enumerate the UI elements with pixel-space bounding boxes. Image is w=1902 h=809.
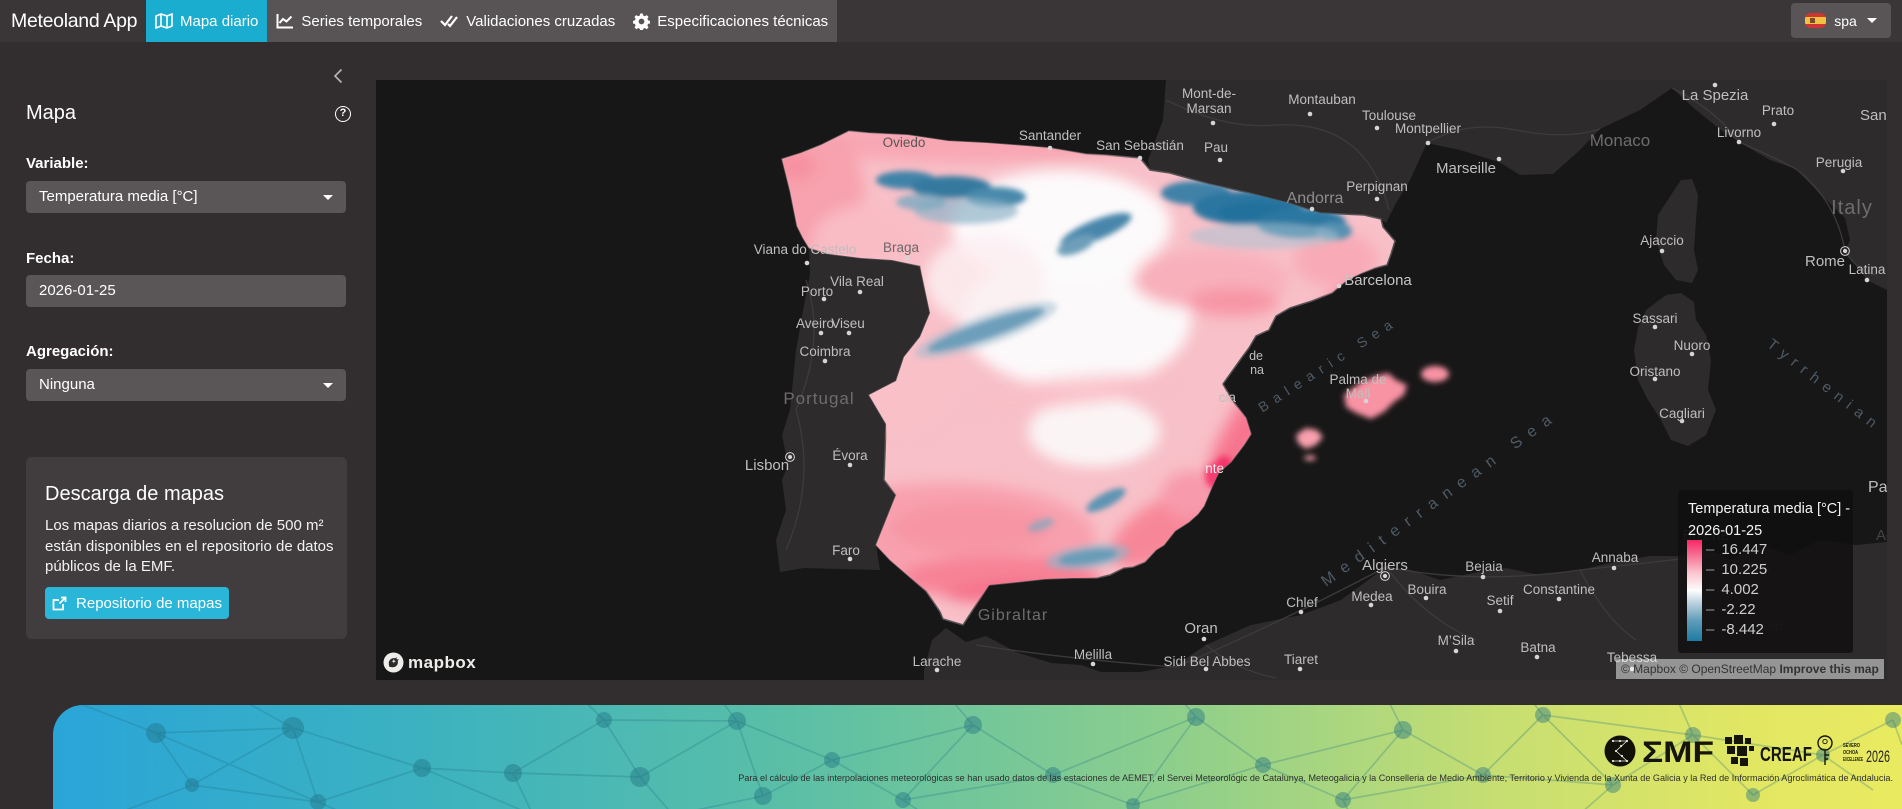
svg-text:Tiaret: Tiaret	[1284, 652, 1318, 667]
svg-text:San Sebastián: San Sebastián	[1096, 138, 1184, 153]
svg-text:Setif: Setif	[1486, 593, 1513, 608]
svg-text:Pale: Pale	[1868, 479, 1887, 496]
svg-text:Mont-de-: Mont-de-	[1182, 86, 1236, 101]
svg-text:Perugia: Perugia	[1816, 155, 1863, 170]
svg-text:OCHOA: OCHOA	[1843, 750, 1858, 756]
svg-text:Portugal: Portugal	[783, 389, 854, 408]
svg-text:Oviedo: Oviedo	[883, 135, 926, 150]
svg-text:cia: cia	[1219, 390, 1237, 405]
svg-text:SEVERO: SEVERO	[1843, 743, 1861, 749]
svg-text:Marsan: Marsan	[1186, 101, 1231, 116]
svg-text:Livorno: Livorno	[1717, 125, 1761, 140]
svg-text:Toulouse: Toulouse	[1362, 108, 1416, 123]
svg-text:Prato: Prato	[1762, 103, 1794, 118]
svg-text:Medea: Medea	[1351, 589, 1393, 604]
svg-text:San M: San M	[1860, 107, 1887, 124]
svg-text:Marseille: Marseille	[1436, 160, 1496, 177]
svg-text:Palma de: Palma de	[1329, 372, 1386, 387]
svg-text:Rome: Rome	[1805, 253, 1845, 270]
svg-text:Sidi Bel Abbes: Sidi Bel Abbes	[1163, 654, 1250, 669]
svg-text:Lisbon: Lisbon	[745, 457, 789, 474]
svg-text:Annaba: Annaba	[1592, 550, 1639, 565]
svg-text:EXCELLENCE: EXCELLENCE	[1843, 757, 1863, 763]
svg-text:ΣMF: ΣMF	[1642, 736, 1714, 769]
svg-text:Porto: Porto	[801, 284, 833, 299]
svg-text:nte: nte	[1205, 461, 1224, 476]
svg-text:Italy: Italy	[1831, 197, 1873, 219]
svg-text:Latina: Latina	[1849, 262, 1886, 277]
svg-text:Constantine: Constantine	[1523, 582, 1595, 597]
svg-text:Coimbra: Coimbra	[799, 344, 851, 359]
svg-text:Évora: Évora	[832, 448, 868, 463]
svg-text:Montauban: Montauban	[1288, 92, 1356, 107]
svg-text:CREAF: CREAF	[1760, 744, 1812, 766]
svg-text:na: na	[1250, 363, 1264, 377]
svg-text:Aveiro: Aveiro	[796, 316, 834, 331]
svg-text:Algiers: Algiers	[1362, 557, 1408, 574]
svg-text:Viana do Castelo: Viana do Castelo	[754, 242, 857, 257]
svg-text:Vila Real: Vila Real	[830, 274, 884, 289]
svg-text:La Spezia: La Spezia	[1682, 87, 1749, 104]
svg-text:Bejaia: Bejaia	[1465, 559, 1503, 574]
svg-text:de: de	[1249, 349, 1263, 363]
svg-text:Nuoro: Nuoro	[1674, 338, 1711, 353]
svg-text:Ajaccio: Ajaccio	[1640, 233, 1684, 248]
svg-text:Ag: Ag	[1876, 527, 1887, 544]
svg-text:Barcelona: Barcelona	[1344, 272, 1412, 289]
svg-text:Braga: Braga	[883, 240, 920, 255]
svg-text:Sassari: Sassari	[1632, 311, 1677, 326]
svg-text:Mall: Mall	[1346, 386, 1371, 401]
svg-text:Santander: Santander	[1019, 128, 1082, 143]
svg-text:Bouira: Bouira	[1407, 582, 1447, 597]
svg-text:Pau: Pau	[1204, 140, 1228, 155]
svg-text:Gibraltar: Gibraltar	[978, 607, 1048, 624]
svg-text:Chlef: Chlef	[1286, 595, 1318, 610]
svg-text:Viseu: Viseu	[831, 316, 865, 331]
svg-text:Monaco: Monaco	[1590, 131, 1650, 150]
svg-text:Andorra: Andorra	[1287, 190, 1344, 207]
svg-text:Batna: Batna	[1520, 640, 1556, 655]
svg-text:Larache: Larache	[913, 654, 962, 669]
svg-text:2026: 2026	[1866, 747, 1890, 766]
svg-text:Perpignan: Perpignan	[1346, 179, 1408, 194]
svg-text:Montpellier: Montpellier	[1395, 121, 1462, 136]
svg-text:Faro: Faro	[832, 543, 860, 558]
svg-text:Oran: Oran	[1184, 620, 1217, 637]
svg-text:M’Sila: M’Sila	[1438, 633, 1475, 648]
svg-text:Melilla: Melilla	[1074, 647, 1113, 662]
svg-text:Oristano: Oristano	[1629, 364, 1680, 379]
svg-text:Cagliari: Cagliari	[1659, 406, 1705, 421]
